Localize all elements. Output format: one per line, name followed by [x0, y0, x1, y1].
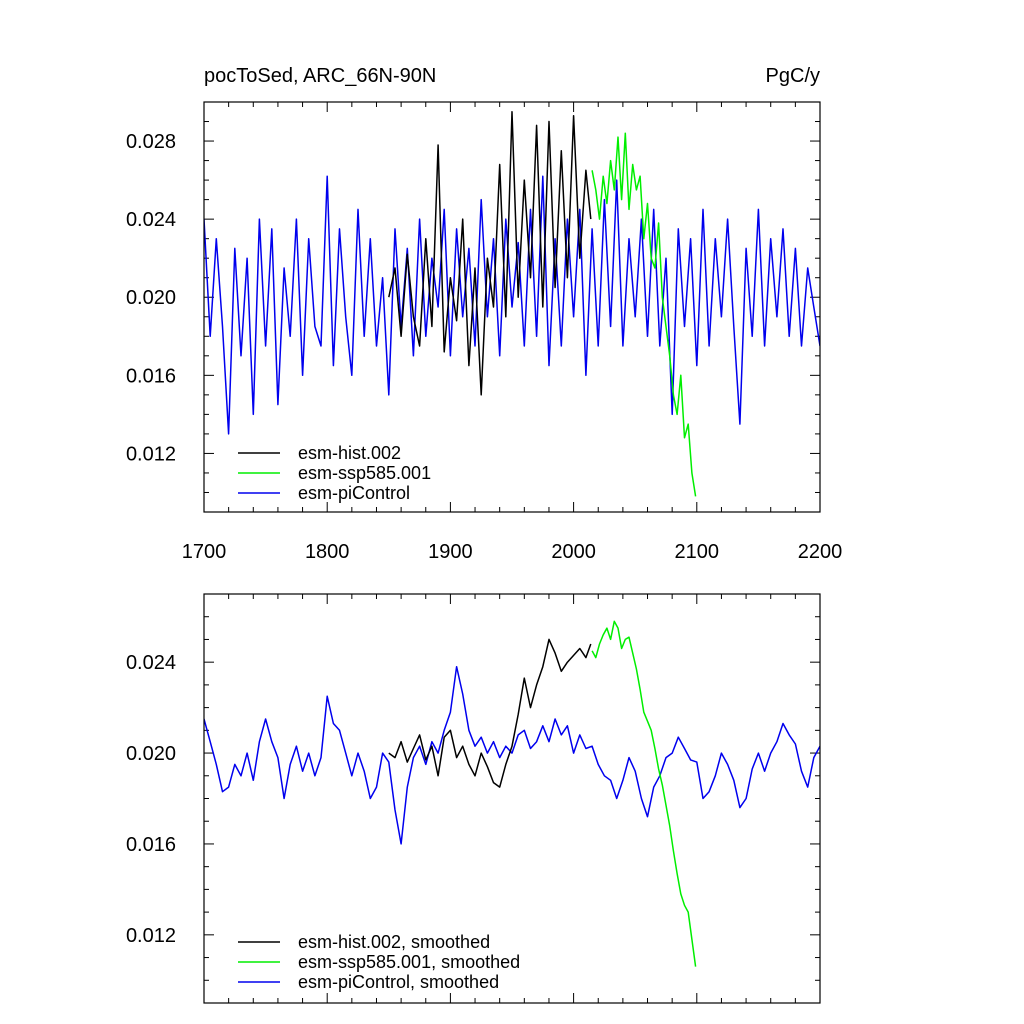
y-tick-label: 0.016 [126, 834, 176, 856]
series-line-0 [388, 111, 592, 396]
x-tick-label: 2000 [551, 541, 596, 563]
y-tick-label: 0.020 [126, 287, 176, 309]
y-tick-label: 0.012 [126, 925, 176, 947]
legend-label: esm-ssp585.001, smoothed [298, 952, 520, 972]
y-tick-label: 0.024 [126, 209, 176, 231]
series-line-2 [204, 175, 820, 435]
top-chart-panel: pocToSed, ARC_66N-90N PgC/y 0.012 0.016 0.… [126, 65, 842, 563]
x-tick-label: 1700 [182, 541, 227, 563]
y-tick-label: 0.012 [126, 443, 176, 465]
series-line-0 [388, 638, 592, 788]
legend-label: esm-hist.002 [298, 443, 401, 463]
chart-title-left: pocToSed, ARC_66N-90N [204, 65, 436, 87]
x-tick-label: 1800 [305, 541, 350, 563]
plot-frame [203, 101, 821, 513]
legend-label: esm-ssp585.001 [298, 463, 431, 483]
series-line-1 [591, 132, 697, 497]
plot-frame [203, 593, 821, 1004]
legend-label: esm-piControl [298, 483, 410, 503]
y-tick-label: 0.028 [126, 131, 176, 153]
y-tick-label: 0.016 [126, 365, 176, 387]
x-tick-label: 1900 [428, 541, 473, 563]
y-tick-label: 0.024 [126, 652, 176, 674]
x-tick-label: 2100 [675, 541, 720, 563]
legend-label: esm-hist.002, smoothed [298, 932, 490, 952]
chart-title-right-unit: PgC/y [766, 65, 820, 87]
bottom-chart-panel: 0.012 0.016 0.020 0.024 esm-hist.002, smooth… [126, 593, 821, 1004]
series-line-2 [204, 665, 820, 845]
x-tick-label: 2200 [798, 541, 843, 563]
y-tick-label: 0.020 [126, 743, 176, 765]
series-line-1 [591, 620, 697, 967]
legend-label: esm-piControl, smoothed [298, 972, 499, 992]
